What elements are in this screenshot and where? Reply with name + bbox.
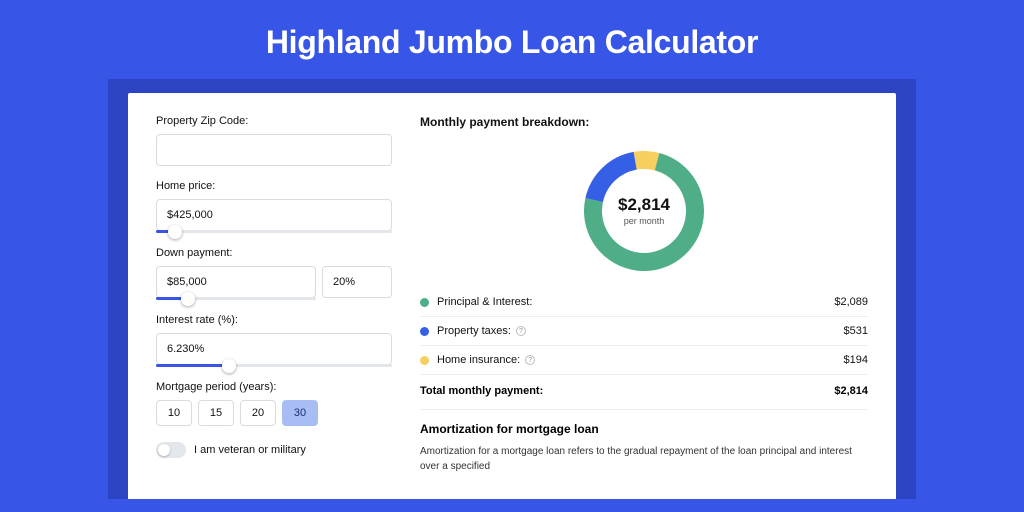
- shadow-band: Property Zip Code: Home price: Down paym…: [108, 79, 916, 499]
- period-btn-20[interactable]: 20: [240, 400, 276, 426]
- legend-dot: [420, 327, 429, 336]
- legend-label-text: Principal & Interest:: [437, 296, 532, 308]
- amortization-heading: Amortization for mortgage loan: [420, 422, 868, 436]
- veteran-toggle[interactable]: [156, 442, 186, 458]
- slider-thumb[interactable]: [222, 359, 236, 373]
- legend-value: $2,089: [834, 296, 868, 308]
- donut-chart: $2,814 per month: [584, 151, 704, 271]
- donut-center: $2,814 per month: [584, 151, 704, 271]
- total-value: $2,814: [834, 385, 868, 397]
- legend-value: $531: [844, 325, 868, 337]
- down-payment-block: Down payment:: [156, 247, 392, 300]
- form-column: Property Zip Code: Home price: Down paym…: [156, 115, 392, 499]
- zip-field-block: Property Zip Code:: [156, 115, 392, 166]
- amortization-text: Amortization for a mortgage loan refers …: [420, 444, 868, 474]
- legend-row: Home insurance:?$194: [420, 346, 868, 375]
- legend-dot: [420, 298, 429, 307]
- legend-total-row: Total monthly payment: $2,814: [420, 375, 868, 409]
- calculator-card: Property Zip Code: Home price: Down paym…: [128, 93, 896, 499]
- down-payment-input[interactable]: [156, 266, 316, 298]
- home-price-input[interactable]: [156, 199, 392, 231]
- legend: Principal & Interest: $2,089 Property taxe…: [420, 288, 868, 375]
- donut-center-sub: per month: [624, 216, 665, 226]
- legend-dot: [420, 356, 429, 365]
- down-payment-label: Down payment:: [156, 247, 392, 259]
- legend-label: Principal & Interest:: [437, 296, 834, 308]
- interest-rate-input[interactable]: [156, 333, 392, 365]
- veteran-row: I am veteran or military: [156, 442, 392, 458]
- home-price-block: Home price:: [156, 180, 392, 233]
- mortgage-period-block: Mortgage period (years): 10152030: [156, 381, 392, 426]
- mortgage-period-options: 10152030: [156, 400, 392, 426]
- period-btn-10[interactable]: 10: [156, 400, 192, 426]
- interest-rate-slider[interactable]: [156, 364, 392, 367]
- legend-value: $194: [844, 354, 868, 366]
- breakdown-column: Monthly payment breakdown: $2,814 per mo…: [420, 115, 868, 499]
- down-payment-pct-input[interactable]: [322, 266, 392, 298]
- period-btn-15[interactable]: 15: [198, 400, 234, 426]
- interest-rate-label: Interest rate (%):: [156, 314, 392, 326]
- down-payment-slider[interactable]: [156, 297, 316, 300]
- slider-thumb[interactable]: [181, 292, 195, 306]
- interest-rate-block: Interest rate (%):: [156, 314, 392, 367]
- page-title: Highland Jumbo Loan Calculator: [0, 0, 1024, 79]
- zip-label: Property Zip Code:: [156, 115, 392, 127]
- total-label: Total monthly payment:: [420, 385, 834, 397]
- legend-label-text: Property taxes:: [437, 325, 511, 337]
- veteran-label: I am veteran or military: [194, 444, 306, 456]
- info-icon[interactable]: ?: [516, 326, 526, 336]
- donut-center-value: $2,814: [618, 195, 670, 215]
- slider-thumb[interactable]: [168, 225, 182, 239]
- legend-label-text: Home insurance:: [437, 354, 520, 366]
- period-btn-30[interactable]: 30: [282, 400, 318, 426]
- zip-input[interactable]: [156, 134, 392, 166]
- toggle-knob: [158, 444, 170, 456]
- home-price-slider[interactable]: [156, 230, 392, 233]
- divider: [420, 409, 868, 410]
- home-price-label: Home price:: [156, 180, 392, 192]
- legend-label: Home insurance:?: [437, 354, 844, 366]
- breakdown-heading: Monthly payment breakdown:: [420, 115, 868, 129]
- donut-area: $2,814 per month: [420, 133, 868, 288]
- legend-label: Property taxes:?: [437, 325, 844, 337]
- info-icon[interactable]: ?: [525, 355, 535, 365]
- legend-row: Property taxes:?$531: [420, 317, 868, 346]
- legend-row: Principal & Interest: $2,089: [420, 288, 868, 317]
- mortgage-period-label: Mortgage period (years):: [156, 381, 392, 393]
